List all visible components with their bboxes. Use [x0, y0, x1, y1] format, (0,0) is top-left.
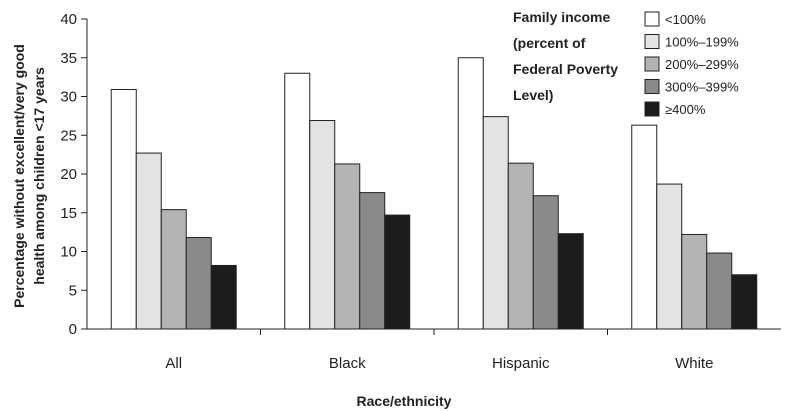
bar-black-series-1 [284, 72, 311, 330]
legend-label: 300%–399% [665, 80, 739, 95]
bar-all-series-2 [135, 152, 162, 330]
legend: Family income (percent of Federal Povert… [513, 9, 739, 117]
bar-all-series-4 [185, 237, 212, 330]
y-tick-label: 25 [60, 127, 77, 144]
y-tick-label: 30 [60, 89, 77, 106]
legend-title-line-3: Federal Poverty [513, 61, 618, 77]
legend-swatch [644, 11, 660, 27]
legend-title-line-2: (percent of [513, 35, 586, 51]
legend-title-line-4: Level) [513, 87, 553, 103]
y-tick-label: 20 [60, 166, 77, 183]
bar-hispanic-series-3 [507, 162, 534, 330]
legend-items: <100% 100%–199% 200%–299% 300%–399% ≥400% [644, 11, 739, 117]
bar-white-series-5 [731, 274, 758, 330]
legend-swatch [644, 101, 660, 117]
bar-black-series-2 [309, 120, 336, 330]
legend-swatch [644, 79, 660, 94]
bar-all-series-1 [110, 89, 137, 330]
y-tick-label: 40 [60, 11, 77, 28]
x-tick-label: White [675, 355, 713, 372]
x-tick-label: All [165, 355, 182, 372]
bar-hispanic-series-1 [457, 57, 484, 330]
x-tick-label: Black [329, 355, 366, 372]
y-tick-label: 15 [60, 205, 77, 222]
bars-layer [110, 57, 758, 330]
legend-label: 200%–299% [665, 57, 739, 72]
legend-title-line-1: Family income [513, 9, 610, 25]
bar-white-series-2 [656, 183, 683, 330]
bar-hispanic-series-4 [532, 195, 559, 330]
bar-black-series-4 [359, 192, 386, 330]
x-tick-label: Hispanic [492, 355, 550, 372]
legend-swatch [644, 56, 660, 72]
bar-white-series-3 [681, 233, 708, 330]
bar-white-series-1 [631, 124, 658, 330]
bar-all-series-3 [160, 209, 187, 330]
legend-label: ≥400% [665, 102, 706, 117]
bar-all-series-5 [210, 264, 237, 330]
y-tick-label: 35 [60, 50, 77, 67]
legend-label: 100%–199% [665, 35, 739, 50]
y-axis-title: Percentage without excellent/very good h… [11, 44, 47, 308]
bar-black-series-3 [334, 163, 361, 330]
y-tick-label: 10 [60, 244, 77, 261]
y-axis-title-line-1: Percentage without excellent/very good [11, 44, 27, 308]
axes-layer: All Black Hispanic White 0 5 10 15 20 25 30 35 40 [60, 11, 781, 372]
bar-hispanic-series-5 [557, 233, 584, 330]
bar-white-series-4 [706, 252, 733, 330]
y-axis-title-line-2: health among children <17 years [31, 67, 47, 285]
bar-black-series-5 [384, 214, 411, 330]
bar-hispanic-series-2 [482, 116, 509, 330]
y-tick-label: 0 [69, 321, 77, 338]
y-tick-label: 5 [69, 282, 77, 299]
legend-label: <100% [665, 12, 706, 27]
x-axis-title: Race/ethnicity [357, 393, 452, 409]
legend-swatch [644, 34, 660, 49]
